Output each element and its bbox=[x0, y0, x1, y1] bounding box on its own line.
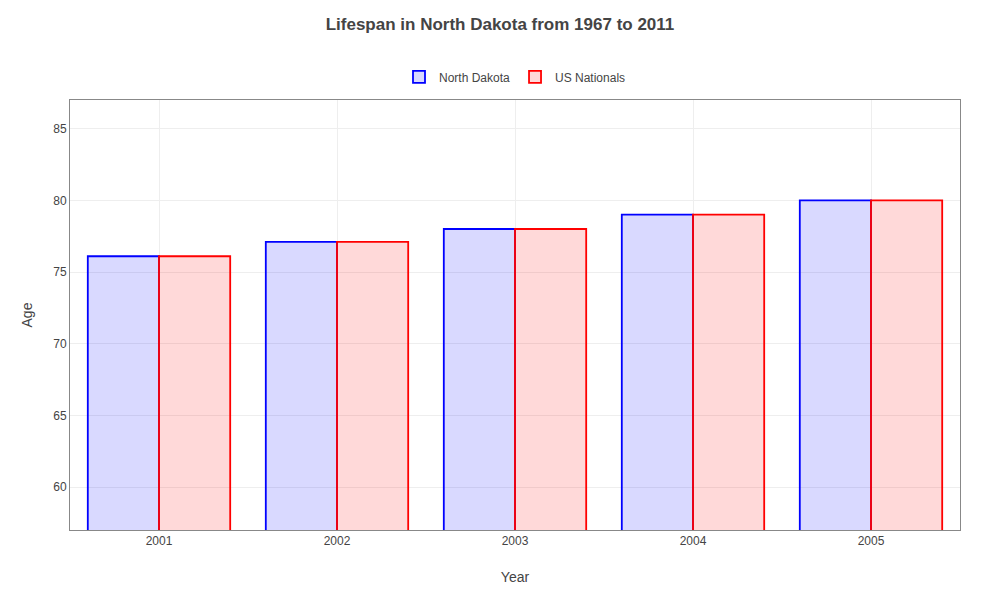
svg-text:US Nationals: US Nationals bbox=[555, 71, 625, 85]
svg-text:2005: 2005 bbox=[858, 534, 885, 548]
svg-text:2004: 2004 bbox=[680, 534, 707, 548]
svg-text:Age: Age bbox=[19, 302, 35, 327]
svg-text:65: 65 bbox=[53, 409, 67, 423]
svg-text:2002: 2002 bbox=[324, 534, 351, 548]
svg-text:North Dakota: North Dakota bbox=[439, 71, 510, 85]
svg-text:2001: 2001 bbox=[146, 534, 173, 548]
svg-text:60: 60 bbox=[53, 480, 67, 494]
svg-text:70: 70 bbox=[53, 337, 67, 351]
svg-text:Year: Year bbox=[501, 569, 530, 585]
svg-text:75: 75 bbox=[53, 265, 67, 279]
svg-text:2003: 2003 bbox=[502, 534, 529, 548]
svg-text:80: 80 bbox=[53, 194, 67, 208]
svg-text:Lifespan in North Dakota from: Lifespan in North Dakota from 1967 to 20… bbox=[326, 15, 675, 34]
svg-text:85: 85 bbox=[53, 122, 67, 136]
